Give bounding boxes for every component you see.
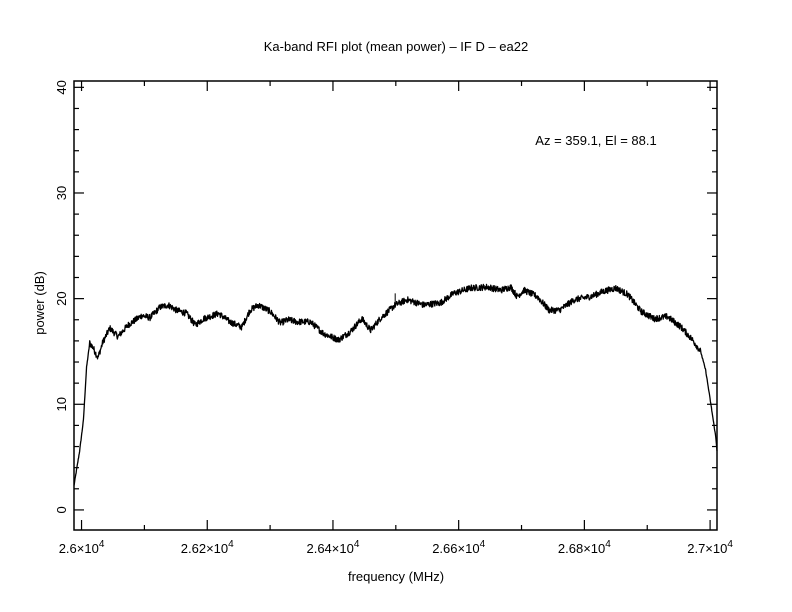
tick-labels: 2.6×104 2.62×104 2.64×104 2.66×104 2.68×104 2…: [54, 80, 733, 556]
x-tick-label: 2.68×104: [558, 539, 611, 556]
x-tick-mantissa: 2.6×10: [59, 541, 99, 556]
axis-ticks: [74, 81, 717, 530]
plot-frame: [73, 80, 718, 531]
x-tick-exponent: 4: [99, 539, 105, 550]
x-tick-exponent: 4: [354, 539, 360, 550]
y-tick-label: 20: [54, 291, 69, 305]
x-tick-exponent: 4: [727, 539, 733, 550]
x-tick-label: 2.6×104: [59, 539, 105, 556]
x-tick-label: 2.62×104: [181, 539, 234, 556]
y-tick-label: 10: [54, 397, 69, 411]
x-tick-exponent: 4: [228, 539, 234, 550]
x-tick-mantissa: 2.62×10: [181, 541, 228, 556]
az-el-annotation: Az = 359.1, El = 88.1: [535, 133, 656, 148]
y-tick-label: 40: [54, 80, 69, 94]
x-tick-exponent: 4: [605, 539, 611, 550]
y-tick-label: 0: [54, 506, 69, 513]
x-tick-label: 2.66×104: [432, 539, 485, 556]
x-tick-mantissa: 2.7×10: [687, 541, 727, 556]
x-tick-mantissa: 2.64×10: [306, 541, 353, 556]
series-line: [73, 283, 718, 486]
x-tick-label: 2.64×104: [306, 539, 359, 556]
x-axis-label: frequency (MHz): [348, 569, 444, 584]
y-tick-label: 30: [54, 186, 69, 200]
x-tick-exponent: 4: [480, 539, 486, 550]
x-tick-mantissa: 2.68×10: [558, 541, 605, 556]
y-axis-label: power (dB): [32, 271, 47, 335]
chart-title: Ka-band RFI plot (mean power) – IF D – e…: [264, 39, 528, 54]
x-tick-label: 2.7×104: [687, 539, 733, 556]
x-tick-mantissa: 2.66×10: [432, 541, 479, 556]
